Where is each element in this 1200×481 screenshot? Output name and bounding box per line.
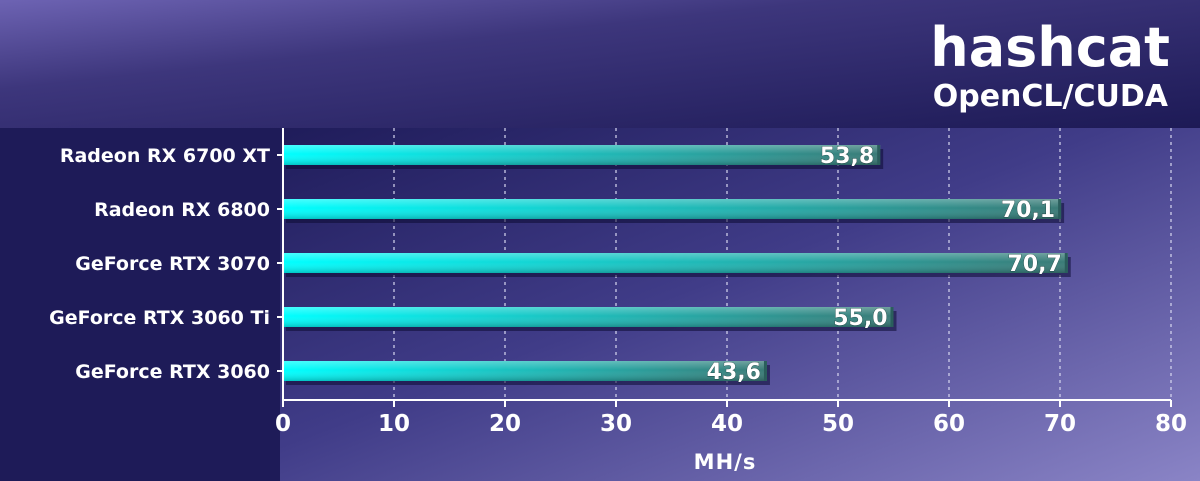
chart-subtitle: OpenCL/CUDA [933,79,1169,114]
x-axis: 0 10 20 30 40 50 60 70 80 Radeon RX 6700 XT Radeon… [49,128,1187,437]
category-label: GeForce RTX 3070 [75,253,270,275]
header-band [0,0,1200,128]
bar-end-cap [877,145,881,165]
bar-gloss [283,145,881,165]
x-tick-label: 10 [378,411,410,437]
bar-value-label: 70,7 [1007,252,1061,277]
category-label: Radeon RX 6800 [94,199,270,221]
x-tick-label: 40 [711,411,743,437]
x-axis-label: MH/s [694,450,757,474]
bar-end-cap [763,361,767,381]
category-label: GeForce RTX 3060 Ti [49,307,270,329]
bar-end-cap [890,307,894,327]
x-tick-label: 70 [1044,411,1076,437]
category-label: GeForce RTX 3060 [75,361,270,383]
x-tick-label: 0 [275,411,291,437]
x-tick-label: 20 [489,411,521,437]
chart-title: hashcat [930,16,1170,79]
bar-value-label: 70,1 [1001,198,1055,223]
bar-value-label: 43,6 [707,360,761,385]
bar-gloss [283,307,894,327]
x-tick-label: 60 [933,411,965,437]
bar-end-cap [1064,253,1068,273]
bar-gloss [283,199,1062,219]
category-label: Radeon RX 6700 XT [60,145,270,167]
bar-gloss [283,253,1068,273]
plot-area [280,128,1200,481]
bar-value-label: 53,8 [820,144,874,169]
x-tick-label: 80 [1155,411,1187,437]
bar-end-cap [1058,199,1062,219]
bars: 53,8 70,1 70,7 55,0 43,6 [283,144,1071,385]
bar-gloss [283,361,767,381]
x-tick-label: 30 [600,411,632,437]
label-column [0,128,280,481]
x-tick-label: 50 [822,411,854,437]
bar-value-label: 55,0 [833,306,887,331]
